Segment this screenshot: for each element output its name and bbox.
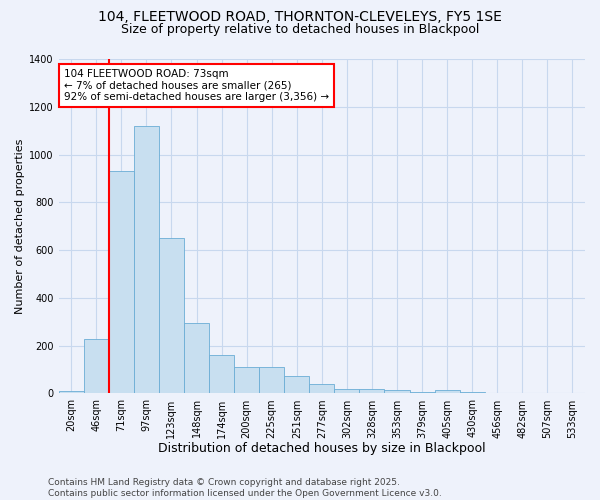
Text: 104 FLEETWOOD ROAD: 73sqm
← 7% of detached houses are smaller (265)
92% of semi-: 104 FLEETWOOD ROAD: 73sqm ← 7% of detach… xyxy=(64,69,329,102)
Bar xyxy=(184,323,209,394)
Text: 104, FLEETWOOD ROAD, THORNTON-CLEVELEYS, FY5 1SE: 104, FLEETWOOD ROAD, THORNTON-CLEVELEYS,… xyxy=(98,10,502,24)
Bar xyxy=(59,391,84,394)
Bar xyxy=(134,126,159,394)
Bar xyxy=(109,172,134,394)
Bar xyxy=(385,390,410,394)
Text: Contains HM Land Registry data © Crown copyright and database right 2025.
Contai: Contains HM Land Registry data © Crown c… xyxy=(48,478,442,498)
Bar xyxy=(410,392,434,394)
Bar xyxy=(460,392,485,394)
Bar xyxy=(359,389,385,394)
Bar xyxy=(234,366,259,394)
Y-axis label: Number of detached properties: Number of detached properties xyxy=(15,138,25,314)
Bar xyxy=(284,376,309,394)
Bar xyxy=(334,389,359,394)
Bar xyxy=(159,238,184,394)
Bar xyxy=(309,384,334,394)
Bar xyxy=(434,390,460,394)
Bar xyxy=(259,366,284,394)
Text: Size of property relative to detached houses in Blackpool: Size of property relative to detached ho… xyxy=(121,22,479,36)
Bar xyxy=(84,339,109,394)
Bar xyxy=(209,355,234,394)
X-axis label: Distribution of detached houses by size in Blackpool: Distribution of detached houses by size … xyxy=(158,442,485,455)
